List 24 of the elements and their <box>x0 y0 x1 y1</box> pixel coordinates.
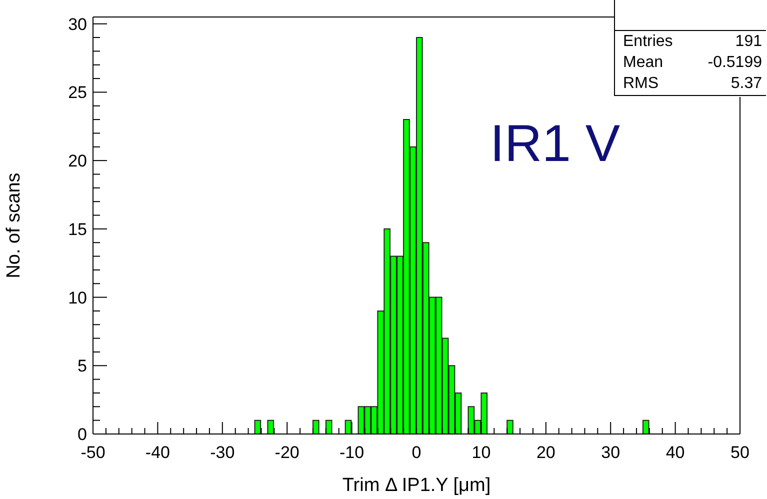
x-tick-label: -50 <box>80 443 106 462</box>
x-tick-label: 0 <box>412 443 422 462</box>
y-tick-label: 5 <box>78 356 87 376</box>
x-tick-label: -30 <box>210 443 235 462</box>
y-tick-label: 25 <box>68 83 87 102</box>
y-tick-label: 0 <box>78 425 87 444</box>
annotation: IR1 V <box>490 115 620 173</box>
x-tick-label: 30 <box>601 443 620 462</box>
y-tick-label: 10 <box>68 288 87 308</box>
y-axis-title: No. of scans <box>4 172 25 278</box>
x-tick-label: -20 <box>274 443 300 462</box>
x-tick-label: -40 <box>145 443 170 462</box>
y-tick-label: 20 <box>68 152 87 171</box>
x-tick-label: 50 <box>730 443 750 462</box>
x-axis-title: Trim Δ IP1.Y [μm] <box>342 475 491 496</box>
text: Mean -0.5199 <box>623 54 762 71</box>
y-tick-label: 30 <box>68 14 87 34</box>
x-tick-label: 40 <box>666 443 685 462</box>
x-tick-label: -10 <box>340 443 364 462</box>
y-tick-label: 15 <box>68 220 87 239</box>
text: RMS 5.37 <box>623 75 762 92</box>
x-tick-label: 20 <box>536 443 556 462</box>
x-tick-label: 10 <box>472 443 491 462</box>
text: Entries 191 <box>623 33 762 50</box>
